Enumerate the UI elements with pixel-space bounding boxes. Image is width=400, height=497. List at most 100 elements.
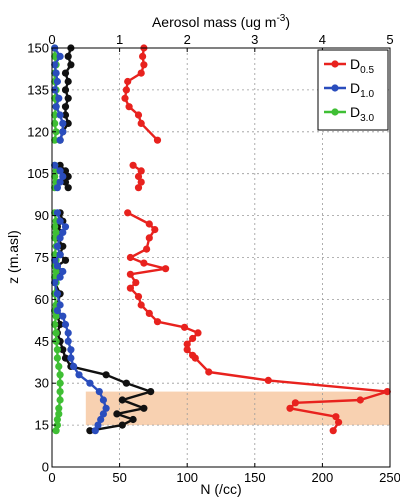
data-point [145,234,153,242]
data-point [183,346,191,354]
data-point [59,119,67,127]
data-point [56,111,64,119]
data-point [70,362,78,370]
data-point [137,167,145,175]
x-tick-label: 200 [312,470,334,485]
data-point [140,404,148,412]
data-point [383,388,391,396]
data-point [61,223,70,231]
data-point [335,418,343,426]
data-point [134,184,143,192]
y-tick-label: 150 [27,41,49,56]
data-point [64,119,72,127]
data-point [53,242,62,250]
data-point [132,279,140,287]
y-tick-label: 120 [27,124,49,139]
data-point [51,111,59,119]
data-point [113,410,121,418]
legend-marker [331,60,339,68]
data-point [55,94,63,102]
data-point [118,396,126,404]
data-point [64,329,72,337]
data-point [51,136,59,144]
data-point [332,413,340,421]
data-point [67,354,75,362]
legend-marker [331,84,339,92]
data-point [151,226,159,234]
data-point [129,161,137,169]
data-point [52,267,60,276]
data-point [61,111,70,119]
data-point [64,94,72,102]
y-tick-label: 90 [35,208,49,223]
data-point [51,52,59,61]
y-tick-label: 0 [42,460,49,475]
data-point [53,184,62,192]
data-point [51,172,59,181]
data-point [51,234,59,242]
data-point [52,329,60,337]
data-point [134,172,143,181]
data-point [162,265,170,273]
y-tick-label: 105 [27,166,49,181]
data-point [51,251,59,259]
data-point [59,312,67,320]
legend-items: D0.5 D1.0 D3.0 [324,56,374,124]
data-point [56,251,64,259]
data-point [52,228,60,236]
data-point [61,256,70,264]
data-point [56,371,64,379]
y-tick-label: 60 [35,292,49,307]
data-point [121,94,129,102]
data-point [140,259,148,267]
y-tick-label: 15 [35,418,49,433]
data-point [53,421,62,429]
data-point [51,223,59,231]
data-point [61,86,70,94]
data-point [94,421,102,429]
data-point [143,245,151,253]
data-point [64,337,72,345]
data-point [61,103,70,111]
data-point [356,396,364,404]
data-point [91,427,99,435]
x-tick-label: 50 [112,470,126,485]
data-point [56,136,64,144]
data-point [137,178,145,186]
data-point [52,69,60,77]
data-point [59,228,67,236]
data-point [147,388,155,396]
top-tick-label: 2 [184,32,191,47]
data-point [59,267,67,276]
data-point [56,320,64,329]
data-point [122,379,130,387]
data-point [64,52,72,61]
data-point [59,346,67,354]
data-point [56,396,64,404]
data-point [291,399,299,407]
top-tick-label: 3 [251,32,258,47]
legend-label: D3.0 [350,104,374,124]
y-tick-label: 75 [35,250,49,265]
data-point [67,61,75,69]
data-point [180,323,189,331]
data-point [194,329,202,337]
data-point [183,340,191,348]
data-point [286,404,294,412]
data-point [118,421,126,429]
y-axis-title: z (m.asl) [5,230,21,284]
data-point [56,273,64,281]
data-point [137,69,145,77]
data-point [124,77,132,86]
data-point [56,217,64,225]
data-point [53,415,62,424]
data-point [153,136,162,144]
data-point [56,52,64,61]
tick-layer: 0 50 100 150 200 2500153045607590105120135150… [27,32,400,485]
series-layer [51,44,391,435]
data-point [61,354,70,362]
data-point [126,270,134,278]
legend: D0.5 D1.0 D3.0 [317,49,389,131]
data-point [67,346,75,354]
